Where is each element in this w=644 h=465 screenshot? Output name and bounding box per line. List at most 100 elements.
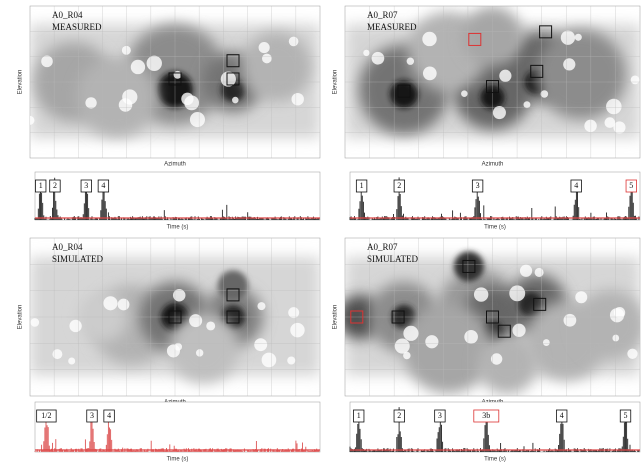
panel: A0_R07SIMULATEDElevationAzimuth1233b45Ti… bbox=[333, 237, 641, 463]
heatmap-hole bbox=[261, 53, 272, 64]
heatmap-hole bbox=[30, 115, 35, 125]
peak-box bbox=[97, 179, 110, 193]
peak-label: 1 bbox=[39, 181, 43, 190]
source-box bbox=[168, 310, 182, 324]
heatmap-hole bbox=[30, 318, 40, 327]
source-box bbox=[462, 259, 476, 273]
peak-box bbox=[619, 409, 632, 423]
heatmap-hole bbox=[461, 90, 468, 97]
heatmap-hole bbox=[403, 351, 411, 360]
heatmap-hole bbox=[254, 338, 268, 352]
panel-condition: SIMULATED bbox=[367, 254, 418, 264]
source-box bbox=[350, 310, 364, 324]
source-box bbox=[497, 324, 511, 338]
heatmap-hole bbox=[206, 321, 216, 331]
source-box bbox=[539, 25, 553, 39]
peak-label: 3b bbox=[482, 411, 490, 420]
heatmap-hole bbox=[130, 59, 146, 75]
heatmap-hole bbox=[220, 71, 236, 87]
heatmap-hole bbox=[425, 335, 439, 349]
heatmap-hole bbox=[290, 322, 305, 338]
heatmap-blob bbox=[403, 303, 494, 394]
source-box bbox=[226, 288, 240, 302]
heatmap-blob bbox=[390, 80, 418, 109]
heatmap-hole bbox=[287, 356, 296, 365]
peak-box bbox=[86, 409, 98, 423]
peak-label: 1 bbox=[357, 411, 361, 420]
heatmap-blob bbox=[575, 289, 640, 360]
panel: A0_R07 MEASURED Elevation Azimuth 1 2 3 4 5 Time … bbox=[333, 5, 641, 231]
heatmap-hole bbox=[146, 55, 162, 71]
peak-label: 3 bbox=[476, 181, 480, 190]
peak-label: 3 bbox=[438, 411, 442, 420]
heatmap-hole bbox=[288, 307, 300, 319]
peak-label: 4 bbox=[101, 181, 105, 190]
heatmap-hole bbox=[363, 49, 370, 57]
heatmap-hole bbox=[371, 51, 385, 65]
heatmap-hole bbox=[584, 119, 597, 133]
heatmap-hole bbox=[512, 323, 526, 337]
heatmap-hole bbox=[172, 288, 186, 302]
peak-label: 4 bbox=[560, 411, 564, 420]
peak-box bbox=[473, 409, 500, 423]
heatmap-hole bbox=[473, 287, 489, 302]
heatmap-hole bbox=[422, 31, 437, 47]
heatmap-hole bbox=[613, 121, 626, 134]
peak-label: 2 bbox=[397, 411, 401, 420]
heatmap-hole bbox=[574, 33, 582, 41]
heatmap-hole bbox=[523, 101, 531, 109]
source-box bbox=[486, 80, 499, 94]
heatmap-hole bbox=[85, 97, 97, 109]
heatmap-hole bbox=[540, 90, 549, 98]
source-box bbox=[226, 54, 240, 68]
peak-box bbox=[103, 409, 115, 423]
source-box bbox=[226, 310, 240, 324]
heatmap-hole bbox=[575, 291, 588, 304]
panel-name: A0_R04 bbox=[52, 10, 83, 20]
y-axis-label: Elevation bbox=[18, 70, 24, 95]
heatmap-hole bbox=[184, 95, 200, 111]
panel-name: A0_R07 bbox=[367, 242, 398, 252]
heatmap-hole bbox=[258, 42, 270, 54]
source-box bbox=[168, 72, 182, 86]
y-axis-label: Elevation bbox=[333, 70, 339, 95]
x-axis-label: Azimuth bbox=[482, 162, 504, 168]
peak-label: 4 bbox=[107, 411, 111, 420]
heatmap-blob bbox=[536, 29, 626, 120]
peak-box bbox=[36, 409, 57, 423]
time-axis-label: Time (s) bbox=[484, 225, 506, 231]
time-axis-label: Time (s) bbox=[484, 457, 506, 463]
heatmap-hole bbox=[499, 69, 512, 82]
heatmap-hole bbox=[394, 338, 410, 354]
panel-name: A0_R07 bbox=[367, 10, 398, 20]
heatmap-hole bbox=[492, 106, 506, 120]
heatmap-hole bbox=[406, 57, 415, 65]
peak-box bbox=[353, 409, 365, 423]
heatmap-hole bbox=[189, 112, 205, 128]
heatmap-hole bbox=[69, 319, 82, 333]
panel-condition: MEASURED bbox=[367, 22, 417, 32]
heatmap-hole bbox=[464, 330, 478, 344]
heatmap-hole bbox=[166, 344, 181, 358]
heatmap-hole bbox=[189, 314, 203, 328]
heatmap-hole bbox=[117, 298, 130, 311]
panel-condition: MEASURED bbox=[52, 22, 102, 32]
heatmap-blob bbox=[241, 31, 312, 102]
heatmap-hole bbox=[122, 89, 138, 105]
panel-condition: SIMULATED bbox=[52, 254, 103, 264]
peak-box bbox=[355, 179, 368, 193]
source-box bbox=[533, 297, 547, 311]
panel-name: A0_R04 bbox=[52, 242, 83, 252]
heatmap-hole bbox=[261, 352, 277, 368]
heatmap-hole bbox=[519, 264, 533, 277]
heatmap-hole bbox=[121, 45, 131, 55]
peak-box bbox=[49, 179, 61, 193]
source-box bbox=[226, 72, 240, 86]
impulse-frame bbox=[349, 171, 641, 221]
peak-box bbox=[556, 409, 568, 423]
heatmap-hole bbox=[542, 339, 550, 346]
heatmap-hole bbox=[490, 353, 503, 365]
impulse-frame bbox=[349, 401, 641, 453]
peak-label: 4 bbox=[574, 181, 578, 190]
